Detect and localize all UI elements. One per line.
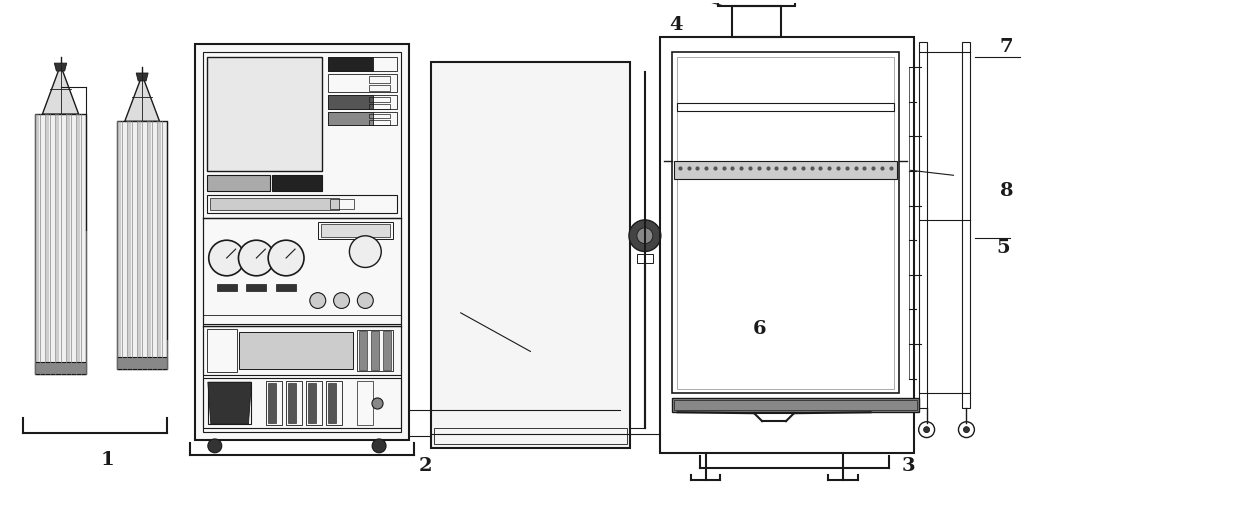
Bar: [330, 199, 353, 209]
Bar: [677, 57, 894, 388]
Circle shape: [208, 439, 222, 453]
Bar: [327, 74, 397, 92]
Bar: [370, 114, 391, 119]
Text: 1: 1: [100, 451, 114, 468]
Polygon shape: [136, 73, 148, 81]
Bar: [203, 52, 401, 432]
Bar: [672, 52, 899, 393]
Bar: [217, 283, 237, 292]
Bar: [195, 44, 409, 440]
Bar: [718, 0, 795, 6]
Polygon shape: [118, 121, 167, 369]
Bar: [203, 326, 401, 375]
Circle shape: [629, 220, 661, 251]
Bar: [272, 175, 321, 191]
Circle shape: [357, 293, 373, 308]
Bar: [732, 6, 781, 38]
Polygon shape: [208, 382, 252, 424]
Bar: [370, 121, 391, 125]
Bar: [660, 38, 914, 453]
Bar: [370, 85, 391, 91]
Polygon shape: [55, 63, 67, 71]
Circle shape: [372, 439, 386, 453]
Bar: [317, 222, 393, 239]
Bar: [430, 62, 630, 448]
Bar: [327, 112, 397, 125]
Bar: [208, 382, 252, 424]
Text: 3: 3: [901, 457, 915, 475]
Bar: [247, 283, 267, 292]
Text: 4: 4: [670, 16, 682, 33]
Bar: [672, 399, 919, 412]
Bar: [677, 103, 894, 112]
Bar: [148, 121, 151, 369]
Bar: [327, 95, 397, 108]
Bar: [210, 198, 339, 210]
Bar: [383, 331, 391, 370]
Bar: [207, 329, 237, 372]
Bar: [77, 114, 81, 374]
Bar: [327, 383, 336, 423]
Circle shape: [310, 293, 326, 308]
Bar: [267, 381, 283, 425]
Bar: [370, 97, 391, 102]
Text: 7: 7: [999, 39, 1013, 56]
Circle shape: [637, 228, 652, 243]
Bar: [357, 330, 393, 371]
Bar: [35, 362, 87, 374]
Text: 8: 8: [999, 182, 1013, 200]
Bar: [286, 381, 301, 425]
Circle shape: [268, 240, 304, 276]
Bar: [673, 401, 916, 410]
Circle shape: [963, 427, 970, 432]
Circle shape: [208, 240, 244, 276]
Bar: [370, 76, 391, 83]
Bar: [326, 381, 341, 425]
Bar: [327, 57, 373, 71]
Bar: [67, 114, 69, 374]
Bar: [157, 121, 161, 369]
Polygon shape: [125, 75, 160, 121]
Bar: [36, 114, 38, 374]
Bar: [357, 381, 373, 425]
Text: 2: 2: [419, 457, 433, 475]
Bar: [56, 114, 60, 374]
Circle shape: [334, 293, 350, 308]
Polygon shape: [42, 65, 78, 114]
Bar: [118, 121, 122, 369]
Bar: [238, 332, 353, 370]
Circle shape: [350, 236, 381, 268]
Bar: [288, 383, 296, 423]
Bar: [360, 331, 367, 370]
Bar: [308, 383, 316, 423]
Bar: [919, 43, 926, 408]
Bar: [327, 112, 373, 125]
Polygon shape: [35, 114, 87, 374]
Bar: [637, 254, 652, 264]
Bar: [327, 57, 397, 71]
Bar: [371, 331, 379, 370]
Bar: [203, 218, 401, 324]
Bar: [138, 121, 141, 369]
Bar: [306, 381, 321, 425]
Text: 5: 5: [997, 239, 1011, 257]
Bar: [203, 378, 401, 428]
Bar: [673, 161, 897, 179]
Bar: [370, 103, 391, 108]
Bar: [46, 114, 50, 374]
Bar: [962, 43, 971, 408]
Bar: [207, 57, 321, 171]
Circle shape: [238, 240, 274, 276]
Bar: [321, 224, 391, 237]
Bar: [268, 383, 277, 423]
Bar: [118, 357, 167, 369]
Bar: [434, 428, 627, 444]
Bar: [327, 95, 373, 108]
Bar: [207, 195, 397, 212]
Bar: [128, 121, 131, 369]
Bar: [277, 283, 296, 292]
Bar: [207, 175, 270, 191]
Circle shape: [924, 427, 930, 432]
Text: 6: 6: [753, 320, 766, 338]
